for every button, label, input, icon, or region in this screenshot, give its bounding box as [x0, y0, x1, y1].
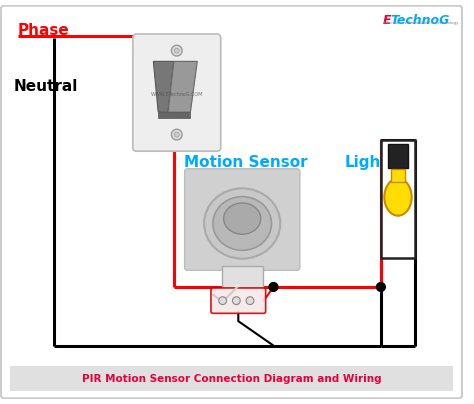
Circle shape	[174, 48, 179, 53]
Circle shape	[376, 282, 385, 291]
FancyBboxPatch shape	[184, 169, 300, 270]
Text: Motion Sensor: Motion Sensor	[183, 156, 307, 170]
FancyBboxPatch shape	[133, 34, 221, 151]
FancyBboxPatch shape	[391, 169, 405, 183]
Text: TechnoG: TechnoG	[391, 13, 450, 27]
FancyBboxPatch shape	[388, 144, 408, 168]
Text: WWW.ETechnoG.COM: WWW.ETechnoG.COM	[151, 92, 203, 97]
Circle shape	[172, 45, 182, 56]
Text: Neutral: Neutral	[14, 79, 78, 94]
Polygon shape	[168, 61, 197, 112]
Circle shape	[172, 129, 182, 140]
FancyBboxPatch shape	[211, 288, 265, 314]
Circle shape	[269, 282, 278, 291]
FancyBboxPatch shape	[1, 6, 462, 398]
Circle shape	[174, 132, 179, 137]
Text: Light: Light	[345, 156, 389, 170]
Circle shape	[219, 297, 227, 305]
FancyBboxPatch shape	[222, 267, 263, 288]
Text: Electronics Embedded & Technology: Electronics Embedded & Technology	[384, 21, 458, 25]
Ellipse shape	[224, 203, 261, 234]
FancyBboxPatch shape	[381, 141, 415, 258]
Ellipse shape	[204, 188, 280, 259]
Text: Phase: Phase	[18, 23, 69, 38]
Text: PIR Motion Sensor Connection Diagram and Wiring: PIR Motion Sensor Connection Diagram and…	[82, 374, 381, 384]
Polygon shape	[153, 61, 174, 112]
Text: E: E	[383, 13, 392, 27]
Ellipse shape	[384, 179, 411, 216]
Circle shape	[232, 297, 240, 305]
Circle shape	[246, 297, 254, 305]
Ellipse shape	[213, 197, 272, 250]
FancyBboxPatch shape	[10, 366, 453, 391]
Polygon shape	[158, 112, 191, 118]
Text: Switch: Switch	[164, 40, 221, 55]
